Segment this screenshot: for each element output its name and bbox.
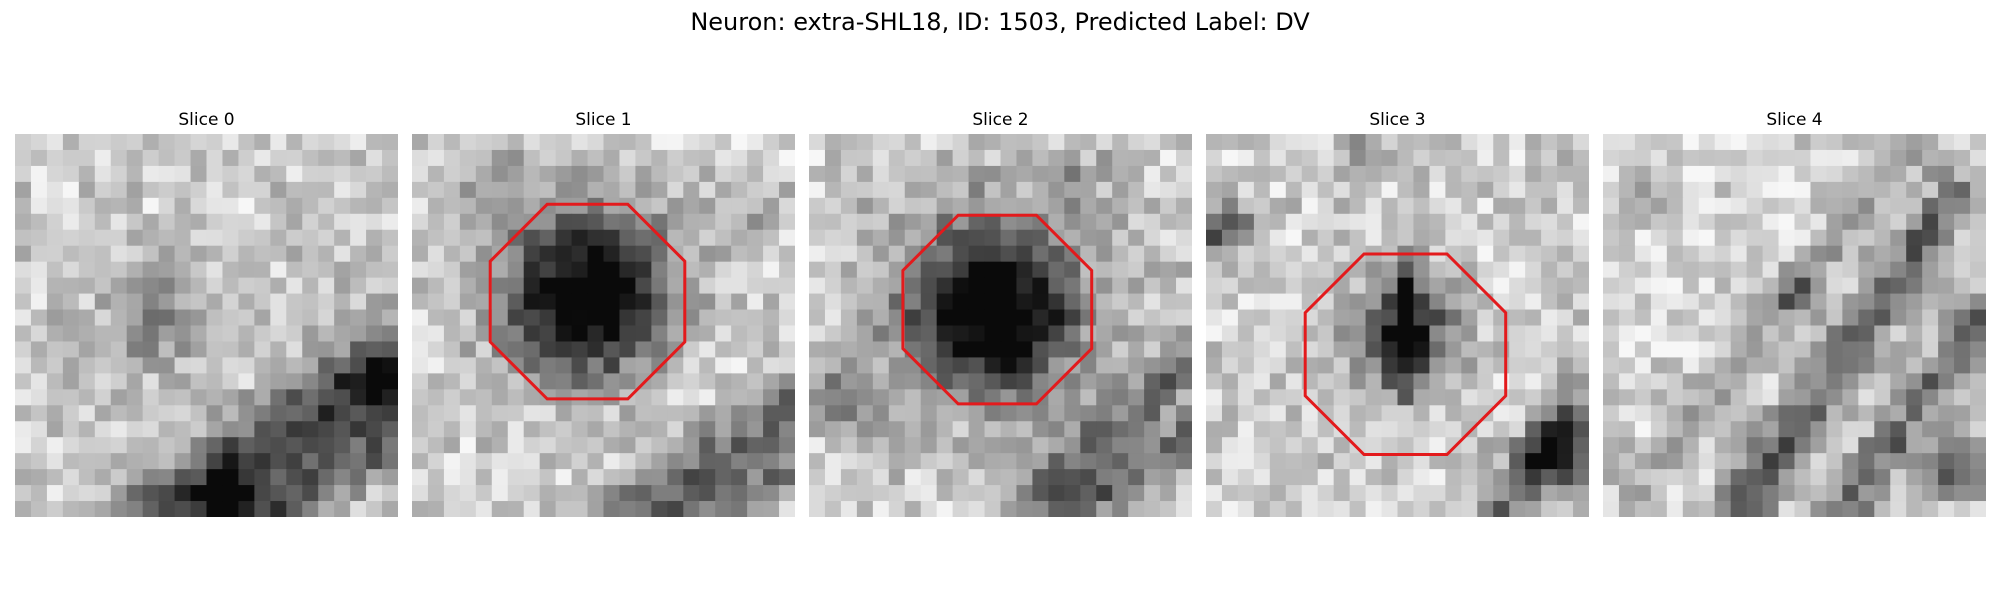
slice-title: Slice 3 (1369, 110, 1426, 130)
slice-image (15, 134, 398, 517)
slice-title: Slice 0 (178, 110, 235, 130)
figure-title: Neuron: extra-SHL18, ID: 1503, Predicted… (690, 8, 1310, 36)
roi-outline (1303, 252, 1508, 456)
slice-panel-0: Slice 0 (15, 108, 398, 517)
slice-image (412, 134, 795, 517)
slice-panel-4: Slice 4 (1603, 108, 1986, 517)
slice-panel-1: Slice 1 (412, 108, 795, 517)
slice-panel-2: Slice 2 (809, 108, 1192, 517)
slice-image (1603, 134, 1986, 517)
slice-image (809, 134, 1192, 517)
slice-image (1206, 134, 1589, 517)
slice-panel-3: Slice 3 (1206, 108, 1589, 517)
roi-outline (901, 213, 1094, 406)
slice-title: Slice 2 (972, 110, 1029, 130)
roi-outline (488, 202, 687, 401)
slice-title: Slice 4 (1766, 110, 1823, 130)
slice-title: Slice 1 (575, 110, 632, 130)
